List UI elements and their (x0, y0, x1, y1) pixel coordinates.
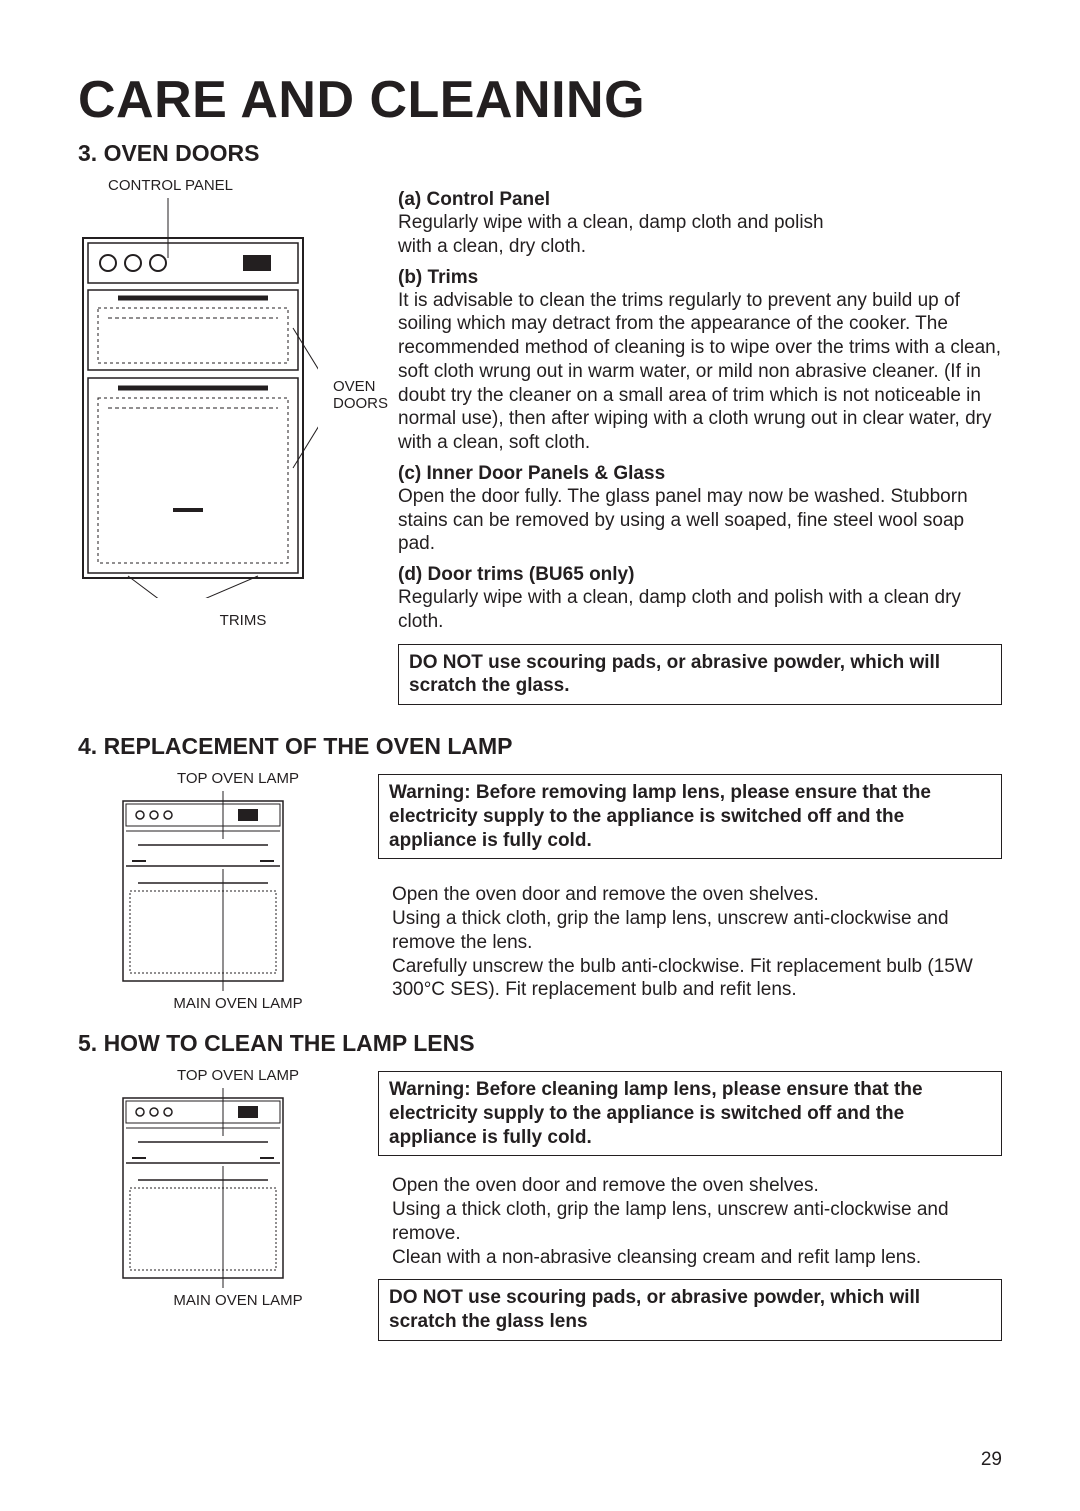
section3c-heading: (c) Inner Door Panels & Glass (398, 463, 1002, 485)
section4-diagram-col: TOP OVEN LAMP MAIN OVEN LAMP (78, 770, 358, 1012)
label-trims: TRIMS (108, 612, 378, 629)
section5-heading: 5. HOW TO CLEAN THE LAMP LENS (78, 1030, 1002, 1057)
section5-label-main: MAIN OVEN LAMP (118, 1292, 358, 1309)
page-number: 29 (981, 1449, 1002, 1471)
section5-text-col: Warning: Before cleaning lamp lens, plea… (378, 1067, 1002, 1351)
section3a-body: Regularly wipe with a clean, damp cloth … (398, 211, 1002, 259)
section3b-body: It is advisable to clean the trims regul… (398, 289, 1002, 455)
label-control-panel: CONTROL PANEL (108, 177, 378, 194)
section4-text-col: Warning: Before removing lamp lens, plea… (378, 770, 1002, 1012)
section4-label-main: MAIN OVEN LAMP (118, 995, 358, 1012)
oven-doors-diagram (78, 198, 318, 598)
section5-body: Open the oven door and remove the oven s… (378, 1174, 1002, 1269)
section4-body: Open the oven door and remove the oven s… (378, 883, 1002, 1002)
section3d-body: Regularly wipe with a clean, damp cloth … (398, 586, 1002, 634)
section4-row: TOP OVEN LAMP MAIN OVEN LAMP (78, 770, 1002, 1012)
section3-heading: 3. OVEN DOORS (78, 140, 1002, 167)
section5-label-top: TOP OVEN LAMP (118, 1067, 358, 1084)
section3a-heading: (a) Control Panel (398, 189, 1002, 211)
section5-row: TOP OVEN LAMP MAIN OVEN LAMP Warning: Be… (78, 1067, 1002, 1351)
section3-warning: DO NOT use scouring pads, or abrasive po… (398, 644, 1002, 706)
section3b-heading: (b) Trims (398, 267, 1002, 289)
section4-label-top: TOP OVEN LAMP (118, 770, 358, 787)
section3-diagram-col: CONTROL PANEL (78, 177, 378, 715)
lamp-diagram-2 (118, 1088, 288, 1288)
label-oven-doors: OVEN DOORS (333, 378, 388, 412)
page-title: CARE AND CLEANING (78, 70, 1002, 130)
section5-diagram-col: TOP OVEN LAMP MAIN OVEN LAMP (78, 1067, 358, 1351)
section4-warning: Warning: Before removing lamp lens, plea… (378, 774, 1002, 859)
section3c-body: Open the door fully. The glass panel may… (398, 485, 1002, 556)
section3-row: CONTROL PANEL (78, 177, 1002, 715)
section5-warning: Warning: Before cleaning lamp lens, plea… (378, 1071, 1002, 1156)
section3d-heading: (d) Door trims (BU65 only) (398, 564, 1002, 586)
section3-text-col: (a) Control Panel Regularly wipe with a … (398, 177, 1002, 715)
section4-heading: 4. REPLACEMENT OF THE OVEN LAMP (78, 733, 1002, 760)
section5-warning2: DO NOT use scouring pads, or abrasive po… (378, 1279, 1002, 1341)
lamp-diagram-1 (118, 791, 288, 991)
